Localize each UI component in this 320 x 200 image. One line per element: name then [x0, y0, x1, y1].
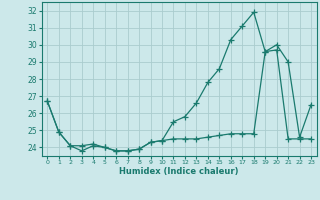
- X-axis label: Humidex (Indice chaleur): Humidex (Indice chaleur): [119, 167, 239, 176]
